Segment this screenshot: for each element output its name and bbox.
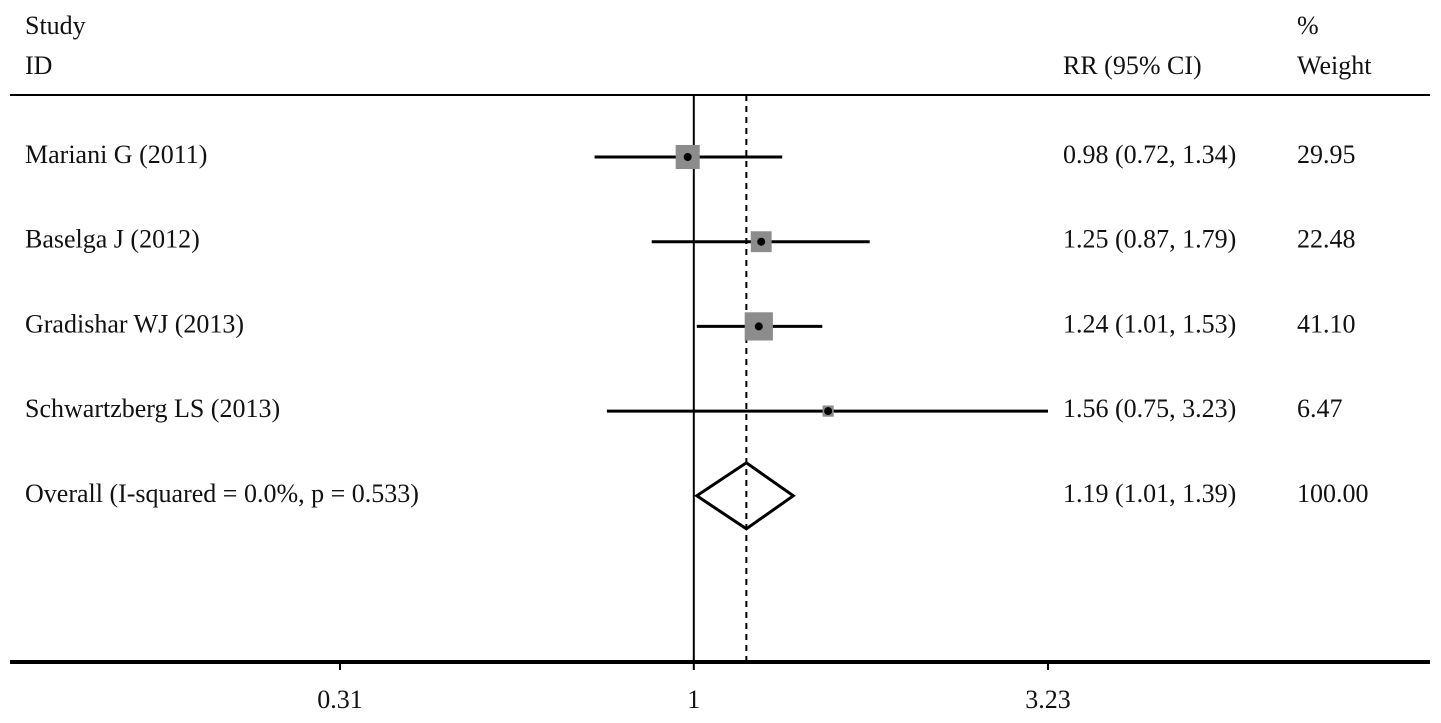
study-label: Baselga J (2012)	[25, 225, 200, 254]
point-estimate	[683, 153, 692, 161]
study-label: Mariani G (2011)	[25, 140, 207, 169]
ci-label: 1.25 (0.87, 1.79)	[1063, 225, 1236, 254]
ci-label: 1.19 (1.01, 1.39)	[1063, 479, 1236, 508]
column-header: ID	[25, 51, 52, 80]
weight-label: 41.10	[1297, 309, 1356, 338]
weight-label: 100.00	[1297, 479, 1369, 508]
x-tick-label: 1	[687, 685, 700, 714]
x-tick-label: 0.31	[317, 685, 363, 714]
overall-label: Overall (I-squared = 0.0%, p = 0.533)	[25, 479, 419, 508]
column-header: Weight	[1297, 51, 1372, 80]
weight-label: 22.48	[1297, 225, 1356, 254]
weight-label: 29.95	[1297, 140, 1356, 169]
study-label: Schwartzberg LS (2013)	[25, 394, 280, 423]
study-label: Gradishar WJ (2013)	[25, 309, 244, 338]
column-header: RR (95% CI)	[1063, 51, 1202, 80]
point-estimate	[824, 407, 833, 416]
point-estimate	[757, 237, 766, 246]
overall-diamond	[694, 460, 796, 531]
x-tick-label: 3.23	[1025, 685, 1071, 714]
point-estimate	[754, 322, 763, 331]
weight-label: 6.47	[1297, 394, 1343, 423]
column-header: Study	[25, 11, 86, 40]
column-header: %	[1297, 11, 1319, 40]
ci-label: 1.24 (1.01, 1.53)	[1063, 309, 1236, 338]
ci-label: 0.98 (0.72, 1.34)	[1063, 140, 1236, 169]
ci-label: 1.56 (0.75, 3.23)	[1063, 394, 1236, 423]
